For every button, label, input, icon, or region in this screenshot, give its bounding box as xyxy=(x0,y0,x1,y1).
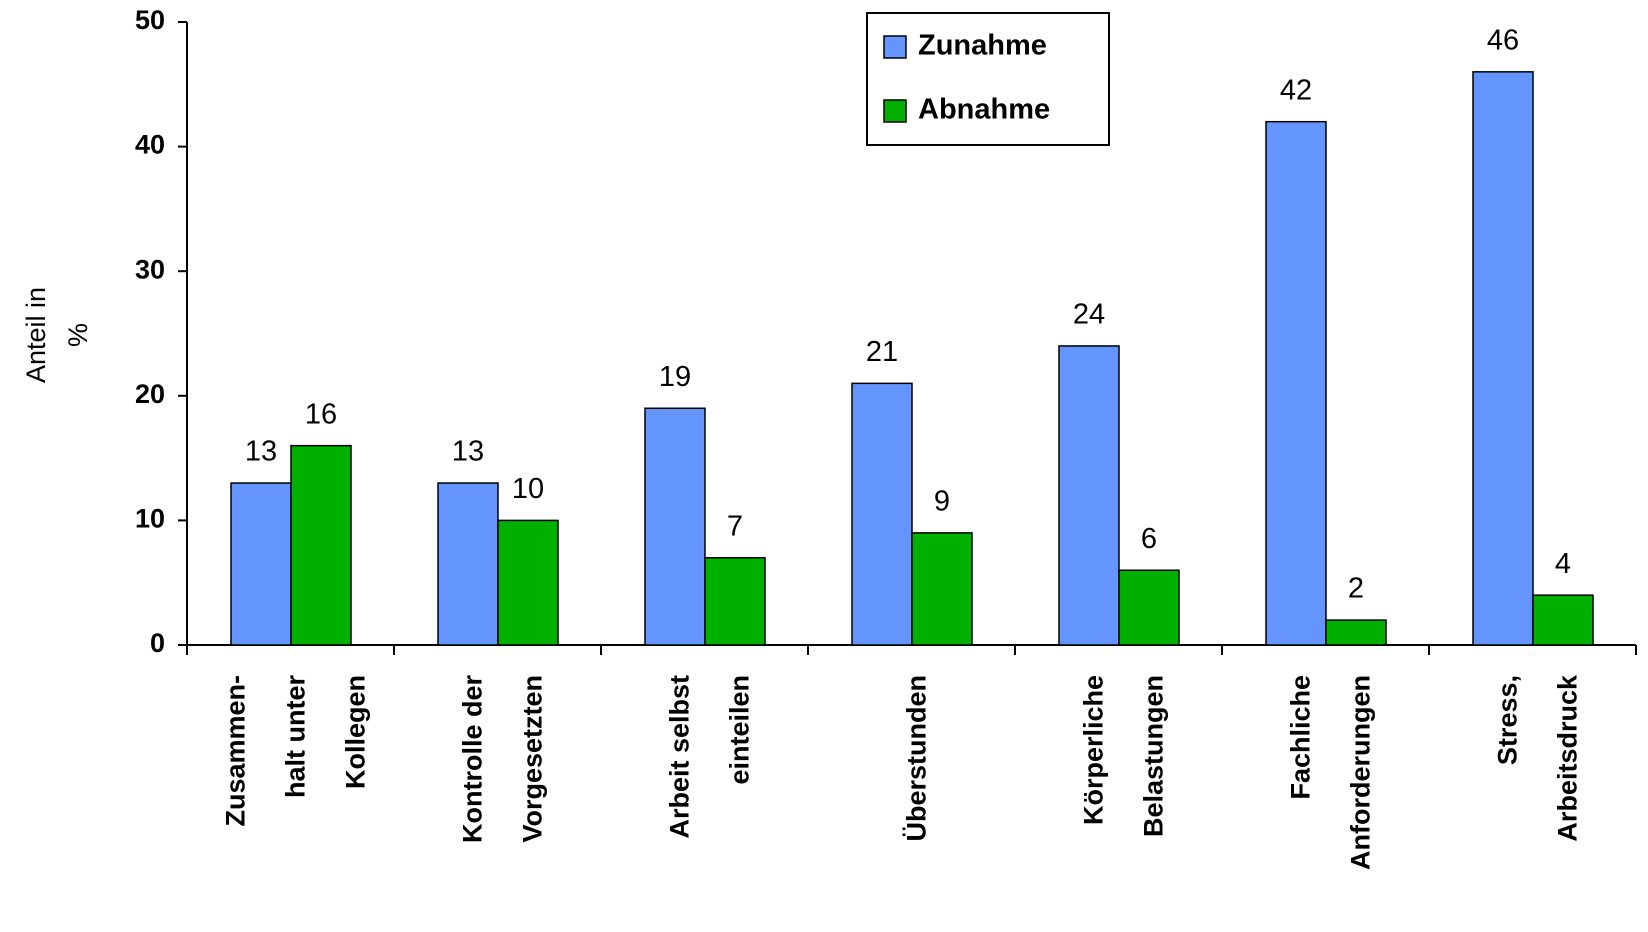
legend-label: Zunahme xyxy=(918,30,1047,62)
value-label: 24 xyxy=(1073,299,1105,331)
x-tick-label: einteilen xyxy=(725,675,755,785)
x-tick-label: halt unter xyxy=(281,675,311,798)
value-label: 13 xyxy=(452,436,484,468)
x-tick-label: Zusammen- xyxy=(221,675,251,827)
y-axis-label: % xyxy=(63,323,93,347)
bar xyxy=(290,444,352,646)
y-tick-label: 20 xyxy=(135,379,165,409)
x-tick-label: Körperliche xyxy=(1079,675,1109,825)
value-label: 4 xyxy=(1555,548,1571,580)
bar xyxy=(437,482,499,646)
legend-label: Abnahme xyxy=(918,94,1050,126)
bar xyxy=(1532,594,1594,646)
bar xyxy=(851,382,913,646)
value-label: 10 xyxy=(512,473,544,505)
value-label: 2 xyxy=(1348,573,1364,605)
value-label: 13 xyxy=(245,436,277,468)
x-tick-label: Kontrolle der xyxy=(458,675,488,844)
y-tick-label: 50 xyxy=(135,5,165,35)
x-tick-label: Vorgesetzten xyxy=(518,675,548,843)
value-label: 16 xyxy=(305,398,337,430)
legend-box xyxy=(866,12,1110,146)
bar xyxy=(704,557,766,646)
x-tick-label: Belastungen xyxy=(1139,675,1169,837)
legend-swatch xyxy=(883,35,907,59)
x-tick-label: Stress, xyxy=(1493,675,1523,765)
value-label: 21 xyxy=(866,336,898,368)
legend-swatch xyxy=(883,99,907,123)
value-label: 19 xyxy=(659,361,691,393)
y-axis-label: Anteil in xyxy=(21,287,51,383)
bar xyxy=(1058,345,1120,646)
bar xyxy=(497,519,559,646)
bar xyxy=(1325,619,1387,646)
bar xyxy=(1118,569,1180,646)
x-tick-label: Fachliche xyxy=(1286,675,1316,800)
bar xyxy=(911,532,973,646)
x-tick-label: Arbeitsdruck xyxy=(1553,674,1583,842)
value-label: 6 xyxy=(1141,523,1157,555)
x-tick-label: Kollegen xyxy=(341,675,371,789)
y-tick-label: 10 xyxy=(135,504,165,534)
value-label: 9 xyxy=(934,486,950,518)
bar xyxy=(1472,71,1534,646)
y-tick-label: 0 xyxy=(150,628,165,658)
x-tick-label: Arbeit selbst xyxy=(665,675,695,839)
bar xyxy=(1265,120,1327,646)
value-label: 7 xyxy=(727,510,743,542)
bar xyxy=(230,482,292,646)
value-label: 46 xyxy=(1487,24,1519,56)
bar xyxy=(644,407,706,646)
x-tick-label: Anforderungen xyxy=(1346,675,1376,870)
y-tick-label: 40 xyxy=(135,130,165,160)
y-tick-label: 30 xyxy=(135,254,165,284)
x-tick-label: Überstunden xyxy=(902,675,932,842)
value-label: 42 xyxy=(1280,74,1312,106)
